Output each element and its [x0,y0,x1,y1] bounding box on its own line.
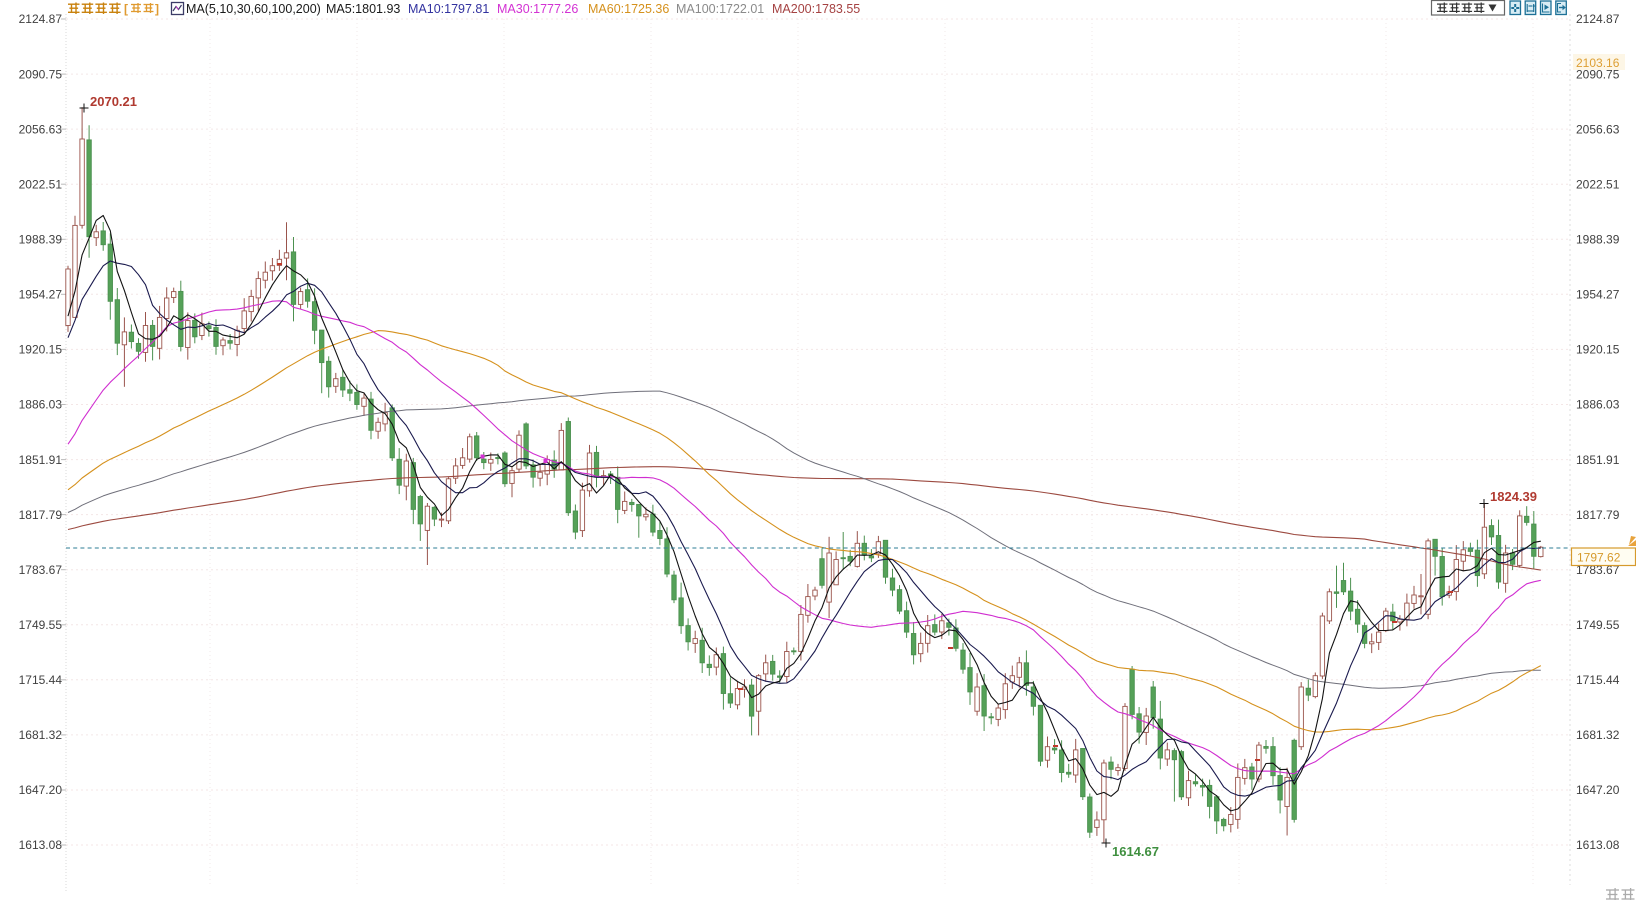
svg-text:MA30:1777.26: MA30:1777.26 [497,2,578,16]
svg-text:1824.39: 1824.39 [1490,489,1537,504]
svg-text:1647.20: 1647.20 [19,783,63,797]
svg-text:1783.67: 1783.67 [1576,563,1620,577]
svg-text:2056.63: 2056.63 [19,122,63,136]
svg-text:1614.67: 1614.67 [1112,844,1159,859]
svg-text:1613.08: 1613.08 [1576,838,1620,852]
svg-text:2070.21: 2070.21 [90,94,137,109]
svg-text:MA10:1797.81: MA10:1797.81 [408,2,489,16]
svg-text:1920.15: 1920.15 [19,343,63,357]
svg-text:1920.15: 1920.15 [1576,343,1620,357]
svg-text:[: [ [124,2,128,16]
svg-text:1954.27: 1954.27 [19,288,63,302]
svg-text:MA100:1722.01: MA100:1722.01 [676,2,764,16]
svg-text:1988.39: 1988.39 [1576,233,1620,247]
svg-text:1817.79: 1817.79 [19,508,63,522]
svg-text:1851.91: 1851.91 [19,453,63,467]
svg-text:1613.08: 1613.08 [19,838,63,852]
svg-text:1817.79: 1817.79 [1576,508,1620,522]
svg-text:2022.51: 2022.51 [19,177,63,191]
svg-text:2103.16: 2103.16 [1576,56,1620,70]
svg-text:1749.55: 1749.55 [1576,618,1620,632]
svg-text:1797.62: 1797.62 [1577,551,1621,565]
svg-text:2124.87: 2124.87 [1576,12,1620,26]
svg-text:1851.91: 1851.91 [1576,453,1620,467]
svg-text:2124.87: 2124.87 [19,12,63,26]
svg-text:MA200:1783.55: MA200:1783.55 [772,2,860,16]
svg-text:MA60:1725.36: MA60:1725.36 [588,2,669,16]
svg-text:2022.51: 2022.51 [1576,177,1620,191]
svg-text:1988.39: 1988.39 [19,233,63,247]
svg-text:MA(5,10,30,60,100,200): MA(5,10,30,60,100,200) [186,2,321,16]
svg-text:1647.20: 1647.20 [1576,783,1620,797]
svg-text:1783.67: 1783.67 [19,563,63,577]
svg-text:1886.03: 1886.03 [1576,398,1620,412]
svg-text:1681.32: 1681.32 [19,728,63,742]
svg-text:1954.27: 1954.27 [1576,288,1620,302]
svg-text:2090.75: 2090.75 [1576,67,1620,81]
svg-text:1715.44: 1715.44 [1576,673,1620,687]
svg-text:1681.32: 1681.32 [1576,728,1620,742]
svg-text:2090.75: 2090.75 [19,67,63,81]
svg-text:MA5:1801.93: MA5:1801.93 [326,2,400,16]
svg-text:1749.55: 1749.55 [19,618,63,632]
svg-text:1886.03: 1886.03 [19,398,63,412]
svg-text:2056.63: 2056.63 [1576,122,1620,136]
svg-text:]: ] [155,2,159,16]
svg-text:1715.44: 1715.44 [19,673,63,687]
